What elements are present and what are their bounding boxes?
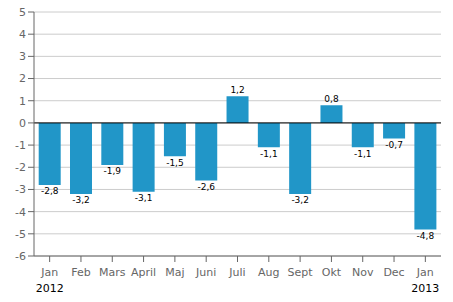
svg-text:Aug: Aug (258, 266, 279, 279)
svg-text:Juli: Juli (228, 266, 245, 279)
svg-text:5: 5 (19, 6, 26, 19)
svg-text:Feb: Feb (71, 266, 90, 279)
svg-text:-1,1: -1,1 (354, 149, 372, 159)
svg-text:-0,7: -0,7 (385, 140, 403, 150)
svg-text:4: 4 (19, 28, 26, 41)
svg-text:Jan: Jan (416, 266, 434, 279)
svg-text:-1,1: -1,1 (260, 149, 278, 159)
svg-text:-1: -1 (15, 139, 26, 152)
svg-text:3: 3 (19, 50, 26, 63)
svg-text:Jan: Jan (40, 266, 58, 279)
svg-text:-2,8: -2,8 (41, 186, 59, 196)
svg-text:-1,9: -1,9 (104, 166, 122, 176)
svg-text:-6: -6 (15, 250, 26, 263)
svg-text:Okt: Okt (322, 266, 342, 279)
svg-text:1: 1 (19, 95, 26, 108)
svg-text:Maj: Maj (165, 266, 184, 279)
svg-text:2: 2 (19, 72, 26, 85)
svg-text:-5: -5 (15, 228, 26, 241)
svg-text:2013: 2013 (411, 282, 439, 295)
svg-text:-1,5: -1,5 (166, 158, 184, 168)
svg-text:-3,1: -3,1 (135, 193, 153, 203)
svg-text:1,2: 1,2 (230, 85, 244, 95)
svg-text:Sept: Sept (288, 266, 314, 279)
svg-text:-3,2: -3,2 (72, 195, 90, 205)
svg-text:-4,8: -4,8 (417, 231, 435, 241)
svg-text:0,8: 0,8 (324, 94, 339, 104)
svg-text:April: April (131, 266, 156, 279)
svg-text:Dec: Dec (383, 266, 404, 279)
svg-text:2012: 2012 (36, 282, 64, 295)
svg-text:-3: -3 (15, 183, 26, 196)
svg-text:-2,6: -2,6 (197, 182, 215, 192)
svg-text:Mars: Mars (99, 266, 126, 279)
svg-text:-3,2: -3,2 (291, 195, 309, 205)
svg-text:0: 0 (19, 117, 26, 130)
svg-text:Juni: Juni (195, 266, 216, 279)
svg-text:-2: -2 (15, 161, 26, 174)
svg-text:Nov: Nov (352, 266, 374, 279)
svg-text:-4: -4 (15, 206, 26, 219)
